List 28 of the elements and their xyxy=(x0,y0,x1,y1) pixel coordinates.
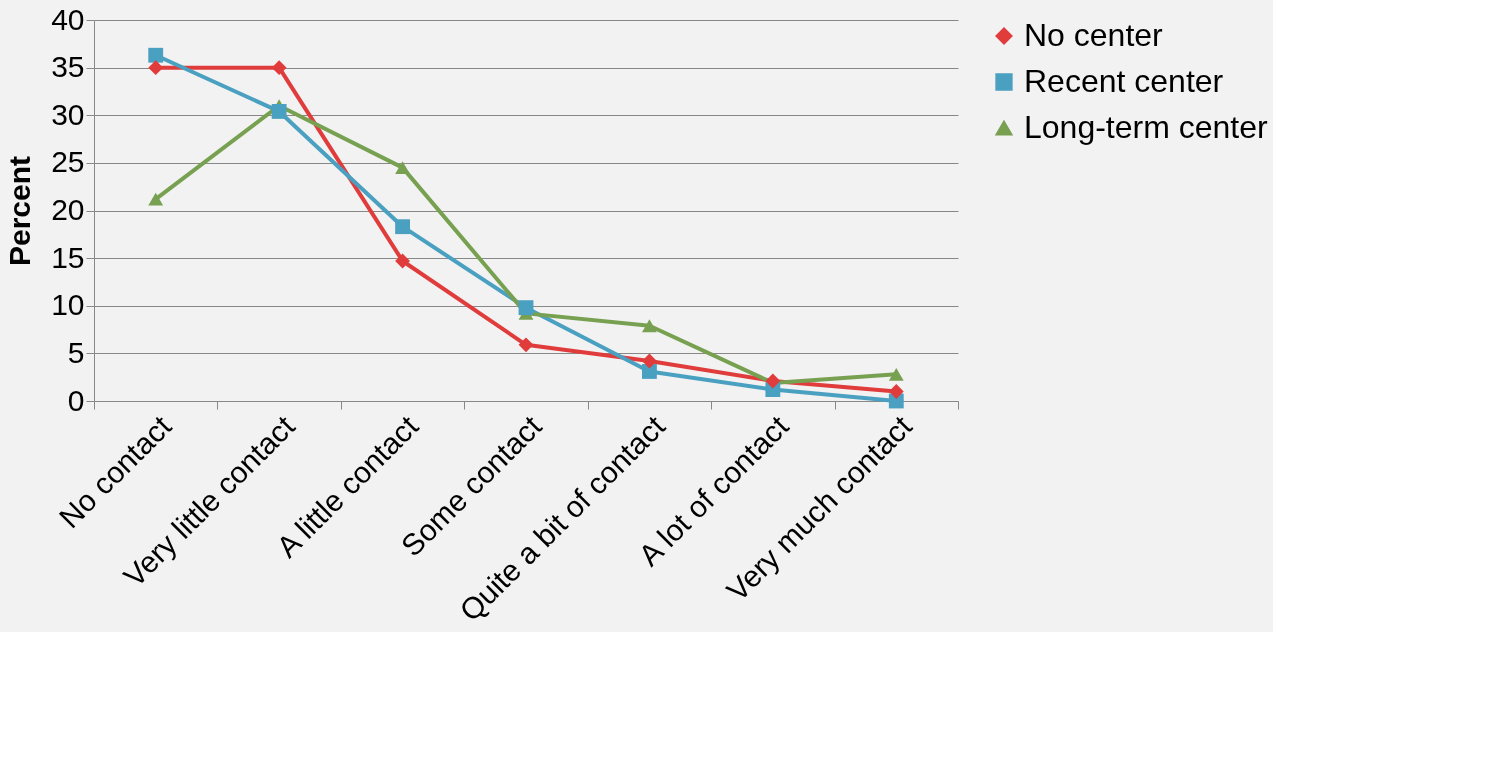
point xyxy=(642,319,657,333)
y-tick-label: 20 xyxy=(51,193,85,226)
point xyxy=(395,161,410,175)
y-tick-label: 10 xyxy=(51,288,85,322)
point xyxy=(271,60,287,76)
y-tick-label: 35 xyxy=(51,50,85,84)
y-tick-label: 40 xyxy=(51,2,85,36)
point xyxy=(888,384,904,399)
point xyxy=(642,364,657,379)
point xyxy=(518,300,534,316)
point xyxy=(518,337,534,353)
point xyxy=(395,219,410,235)
point xyxy=(395,253,410,269)
y-tick-label: 0 xyxy=(67,383,85,417)
legend-label: No center xyxy=(1024,17,1164,53)
y-tick-label: 15 xyxy=(51,240,85,274)
legend-label: Long-term center xyxy=(1024,109,1269,145)
point xyxy=(148,192,164,206)
legend-label: Recent center xyxy=(1024,63,1224,99)
y-tick-label: 5 xyxy=(67,335,85,369)
point xyxy=(642,353,657,369)
y-axis-title: Percent xyxy=(3,155,37,267)
y-tick-label: 25 xyxy=(51,145,85,179)
point xyxy=(271,104,287,119)
y-tick-label: 30 xyxy=(51,97,85,131)
point xyxy=(148,60,164,76)
point xyxy=(148,47,164,63)
point xyxy=(888,367,904,381)
